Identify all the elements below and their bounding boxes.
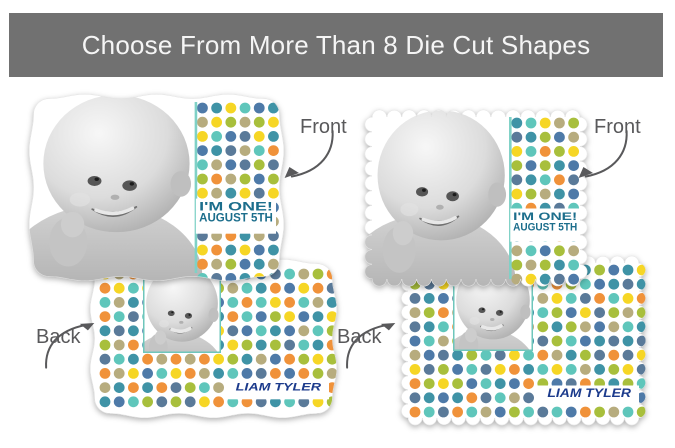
svg-text:LIAM TYLER: LIAM TYLER <box>547 387 631 400</box>
svg-text:LIAM TYLER: LIAM TYLER <box>236 382 322 394</box>
svg-text:AUGUST 5TH: AUGUST 5TH <box>513 221 577 233</box>
svg-text:AUGUST 5TH: AUGUST 5TH <box>199 212 273 225</box>
